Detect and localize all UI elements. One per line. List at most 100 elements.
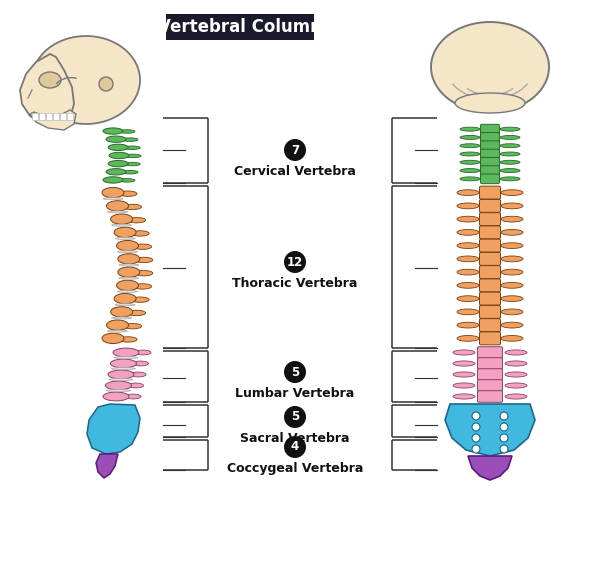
Ellipse shape xyxy=(501,190,523,195)
Ellipse shape xyxy=(125,154,141,158)
Ellipse shape xyxy=(457,216,479,222)
FancyBboxPatch shape xyxy=(479,266,500,278)
Ellipse shape xyxy=(501,282,523,288)
Text: 12: 12 xyxy=(287,256,303,269)
Ellipse shape xyxy=(501,309,523,315)
FancyBboxPatch shape xyxy=(478,369,503,380)
Ellipse shape xyxy=(457,203,479,209)
Ellipse shape xyxy=(114,227,136,238)
Ellipse shape xyxy=(124,324,142,329)
Ellipse shape xyxy=(124,204,142,209)
FancyBboxPatch shape xyxy=(166,14,314,40)
Text: Coccygeal Vertebra: Coccygeal Vertebra xyxy=(227,462,363,475)
FancyBboxPatch shape xyxy=(478,380,503,392)
Bar xyxy=(60,113,66,120)
Ellipse shape xyxy=(501,322,523,328)
Ellipse shape xyxy=(460,152,480,156)
Text: 5: 5 xyxy=(291,411,299,423)
Ellipse shape xyxy=(457,190,479,195)
Ellipse shape xyxy=(119,277,139,279)
Ellipse shape xyxy=(118,251,137,253)
Circle shape xyxy=(472,434,480,442)
Bar xyxy=(67,113,73,120)
Ellipse shape xyxy=(119,264,139,266)
Ellipse shape xyxy=(460,160,480,164)
Polygon shape xyxy=(468,456,512,480)
Ellipse shape xyxy=(501,335,523,341)
FancyBboxPatch shape xyxy=(479,306,500,318)
Polygon shape xyxy=(87,404,140,454)
Ellipse shape xyxy=(505,361,527,366)
Ellipse shape xyxy=(119,130,135,133)
Ellipse shape xyxy=(135,350,151,355)
FancyBboxPatch shape xyxy=(479,252,500,265)
Ellipse shape xyxy=(131,297,149,302)
Ellipse shape xyxy=(107,201,128,211)
Ellipse shape xyxy=(501,296,523,302)
Ellipse shape xyxy=(500,144,520,148)
FancyBboxPatch shape xyxy=(479,318,500,332)
Circle shape xyxy=(500,412,508,420)
Ellipse shape xyxy=(457,309,479,315)
Circle shape xyxy=(500,434,508,442)
Ellipse shape xyxy=(501,256,523,262)
Ellipse shape xyxy=(134,284,152,289)
FancyBboxPatch shape xyxy=(479,292,500,305)
Polygon shape xyxy=(96,454,118,478)
Ellipse shape xyxy=(128,383,143,388)
Circle shape xyxy=(284,406,306,428)
Circle shape xyxy=(99,77,113,91)
FancyBboxPatch shape xyxy=(479,226,500,239)
Ellipse shape xyxy=(135,270,153,276)
Ellipse shape xyxy=(103,198,123,200)
Ellipse shape xyxy=(118,253,140,264)
Text: Vertebral Column: Vertebral Column xyxy=(158,18,322,36)
FancyBboxPatch shape xyxy=(481,166,499,175)
Text: Cervical Vertebra: Cervical Vertebra xyxy=(234,165,356,178)
Ellipse shape xyxy=(118,291,137,292)
Ellipse shape xyxy=(116,241,139,251)
FancyBboxPatch shape xyxy=(479,213,500,226)
Bar xyxy=(39,113,45,120)
Ellipse shape xyxy=(501,269,523,275)
Ellipse shape xyxy=(501,230,523,235)
Ellipse shape xyxy=(501,216,523,222)
Ellipse shape xyxy=(122,138,138,142)
FancyBboxPatch shape xyxy=(481,149,499,159)
FancyBboxPatch shape xyxy=(479,279,500,292)
Circle shape xyxy=(472,412,480,420)
Ellipse shape xyxy=(114,357,138,358)
Ellipse shape xyxy=(125,394,141,399)
Text: Sacral Vertebra: Sacral Vertebra xyxy=(240,432,350,445)
Ellipse shape xyxy=(107,330,128,332)
FancyBboxPatch shape xyxy=(481,141,499,151)
Ellipse shape xyxy=(113,348,139,357)
FancyBboxPatch shape xyxy=(479,239,500,252)
Ellipse shape xyxy=(453,394,475,399)
Ellipse shape xyxy=(505,350,527,355)
Ellipse shape xyxy=(102,187,124,198)
Ellipse shape xyxy=(453,361,475,366)
Circle shape xyxy=(284,139,306,161)
Circle shape xyxy=(472,423,480,431)
Ellipse shape xyxy=(118,267,140,277)
Ellipse shape xyxy=(134,244,152,249)
Ellipse shape xyxy=(115,304,135,306)
Ellipse shape xyxy=(135,258,153,263)
Ellipse shape xyxy=(107,320,128,330)
Ellipse shape xyxy=(106,381,131,390)
Ellipse shape xyxy=(108,144,128,151)
Ellipse shape xyxy=(122,171,138,174)
FancyBboxPatch shape xyxy=(478,391,503,403)
Text: Thoracic Vertebra: Thoracic Vertebra xyxy=(232,277,358,290)
Circle shape xyxy=(284,251,306,273)
Ellipse shape xyxy=(457,230,479,235)
Text: 7: 7 xyxy=(291,143,299,157)
Ellipse shape xyxy=(457,282,479,288)
Ellipse shape xyxy=(128,218,146,223)
FancyBboxPatch shape xyxy=(481,174,499,184)
Circle shape xyxy=(284,361,306,383)
Ellipse shape xyxy=(103,177,123,183)
Ellipse shape xyxy=(128,310,146,316)
Ellipse shape xyxy=(109,379,133,380)
